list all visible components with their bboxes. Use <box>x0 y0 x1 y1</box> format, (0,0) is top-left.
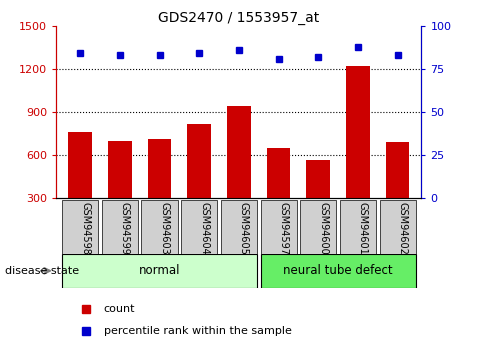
Bar <box>147 139 172 198</box>
Bar <box>62 200 98 254</box>
Text: GSM94601: GSM94601 <box>358 202 368 255</box>
Text: count: count <box>104 304 135 314</box>
Bar <box>68 132 92 198</box>
Bar <box>62 254 257 288</box>
Bar <box>181 200 217 254</box>
Bar <box>261 200 296 254</box>
Text: GSM94600: GSM94600 <box>318 202 328 255</box>
Bar <box>221 200 257 254</box>
Bar <box>187 124 211 198</box>
Bar <box>261 254 416 288</box>
Text: GSM94598: GSM94598 <box>80 202 90 255</box>
Text: disease state: disease state <box>5 266 79 276</box>
Text: GSM94599: GSM94599 <box>120 202 130 255</box>
Text: GSM94597: GSM94597 <box>278 202 289 255</box>
Bar <box>108 141 132 198</box>
Bar <box>300 200 336 254</box>
Text: percentile rank within the sample: percentile rank within the sample <box>104 326 292 336</box>
Text: GSM94604: GSM94604 <box>199 202 209 255</box>
Text: normal: normal <box>139 264 180 277</box>
Bar <box>380 200 416 254</box>
Text: GSM94603: GSM94603 <box>160 202 170 255</box>
Bar <box>346 66 370 198</box>
Bar <box>386 142 410 198</box>
Bar <box>102 200 138 254</box>
Text: neural tube defect: neural tube defect <box>283 264 393 277</box>
Text: GSM94605: GSM94605 <box>239 202 249 255</box>
Title: GDS2470 / 1553957_at: GDS2470 / 1553957_at <box>158 11 319 25</box>
Text: GSM94602: GSM94602 <box>397 202 408 255</box>
Bar <box>227 106 251 198</box>
Bar <box>142 200 177 254</box>
Bar <box>267 148 291 198</box>
Bar <box>306 159 330 198</box>
Bar <box>340 200 376 254</box>
